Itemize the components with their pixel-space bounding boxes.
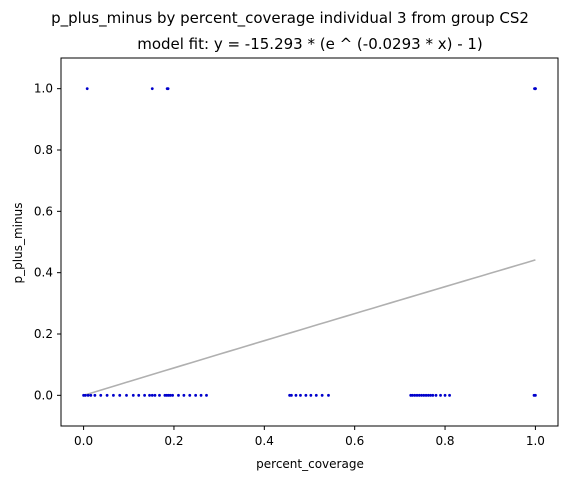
x-tick-label: 0.4 (255, 434, 274, 448)
data-point (99, 393, 103, 397)
x-tick-label: 1.0 (526, 434, 545, 448)
data-point (304, 393, 308, 397)
y-tick-label: 0.6 (34, 204, 53, 218)
points-layer (82, 87, 537, 397)
data-point (93, 393, 97, 397)
data-point (153, 393, 157, 397)
data-point (294, 393, 298, 397)
data-point (125, 393, 128, 397)
data-point (85, 87, 89, 91)
data-point (137, 393, 141, 397)
data-point (443, 393, 447, 397)
data-point (411, 393, 414, 397)
data-point (171, 393, 174, 397)
data-point (420, 393, 423, 397)
y-tick-label: 0.0 (34, 388, 53, 402)
x-tick-label: 0.0 (74, 434, 93, 448)
data-point (429, 393, 432, 397)
data-point (177, 393, 180, 397)
data-point (314, 393, 318, 397)
y-tick-label: 1.0 (34, 82, 53, 96)
data-point (83, 393, 87, 397)
x-axis-ticks: 0.0 0.2 0.4 0.6 0.8 1.0 (74, 426, 545, 448)
y-axis-label: p_plus_minus (11, 203, 25, 284)
data-point (182, 393, 186, 397)
data-point (168, 393, 172, 397)
y-tick-label: 0.4 (34, 266, 53, 280)
data-point (413, 393, 417, 397)
data-point (166, 87, 170, 91)
data-point (422, 393, 426, 397)
data-point (534, 87, 537, 91)
data-point (199, 393, 203, 397)
fit-line (83, 259, 536, 397)
data-point (194, 393, 198, 397)
data-point (131, 393, 135, 397)
data-point (118, 393, 122, 397)
data-point (158, 393, 161, 397)
data-point (86, 393, 90, 397)
data-point (417, 393, 421, 397)
data-point (89, 393, 93, 397)
y-tick-label: 0.2 (34, 327, 53, 341)
data-point (105, 393, 109, 397)
data-point (150, 393, 154, 397)
plot-frame (60, 57, 559, 427)
data-point (439, 393, 442, 397)
chart-subtitle: model fit: y = -15.293 * (e ^ (-0.0293 *… (137, 35, 483, 53)
data-point (431, 393, 435, 397)
data-point (415, 393, 419, 397)
data-point (424, 393, 428, 397)
data-point (534, 393, 537, 397)
data-point (188, 393, 192, 397)
data-point (148, 393, 151, 397)
data-point (426, 393, 430, 397)
data-point (150, 87, 154, 91)
y-tick-label: 0.8 (34, 143, 53, 157)
x-tick-label: 0.6 (345, 434, 364, 448)
data-point (143, 393, 146, 397)
data-point (309, 393, 313, 397)
data-point (448, 393, 451, 397)
data-point (205, 393, 208, 397)
x-axis-label: percent_coverage (256, 457, 364, 471)
data-point (290, 393, 293, 397)
data-point (112, 393, 115, 397)
y-axis-ticks: 0.0 0.2 0.4 0.6 0.8 1.0 (34, 82, 61, 402)
data-point (320, 393, 324, 397)
data-point (327, 393, 330, 397)
x-tick-label: 0.2 (164, 434, 183, 448)
fit-line-layer (83, 259, 536, 397)
x-tick-label: 0.8 (435, 434, 454, 448)
data-point (299, 393, 302, 397)
chart-title: p_plus_minus by percent_coverage individ… (51, 9, 529, 28)
data-point (434, 393, 438, 397)
